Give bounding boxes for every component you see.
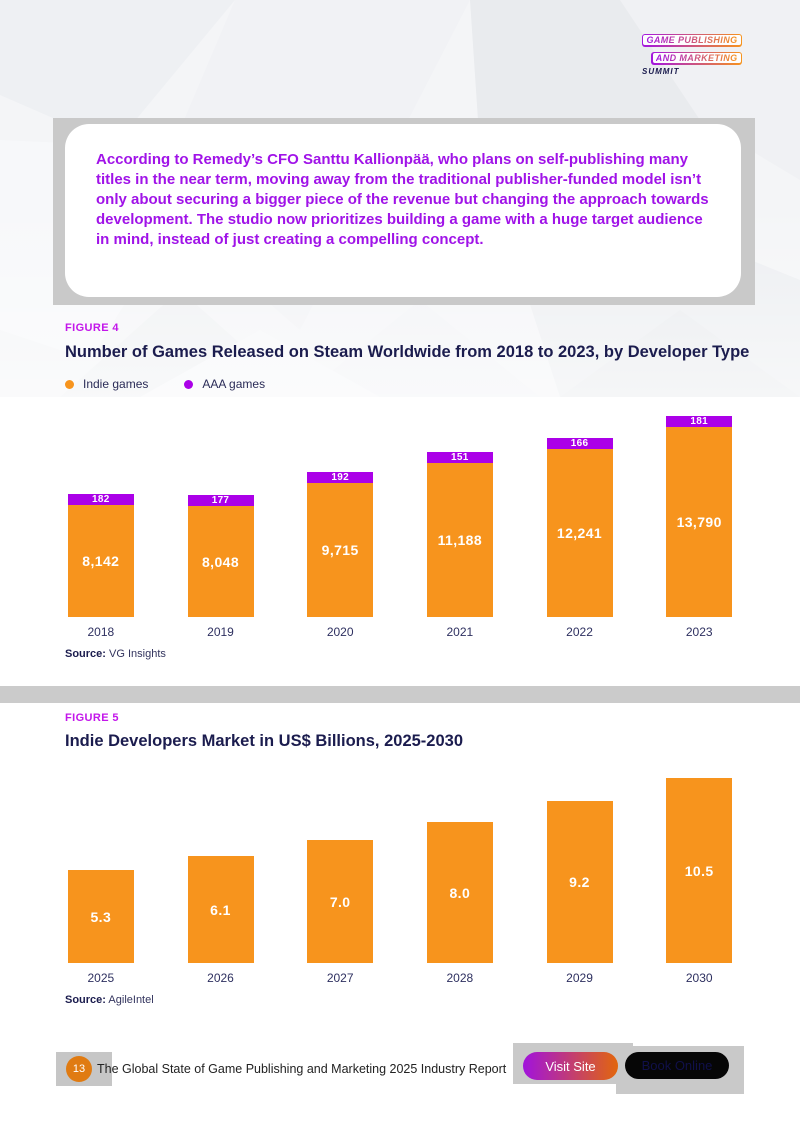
category-label-2022: 2022 <box>566 625 593 639</box>
bar-segment-main-2026: 6.1 <box>187 856 254 963</box>
figure4-chart: 182 8,142 2018 177 8,048 2019 192 9,715 2020 151 1… <box>41 400 759 647</box>
bar-2030: 10.5 <box>666 778 733 963</box>
bar-2027: 7.0 <box>307 840 374 963</box>
bar-slot-2018: 182 8,142 2018 <box>41 400 161 647</box>
bar-segment-aaa-2019: 177 <box>187 495 254 506</box>
bar-2028: 8.0 <box>426 822 493 963</box>
figure5-title: Indie Developers Market in US$ Billions,… <box>65 732 463 750</box>
bar-segment-aaa-2023: 181 <box>666 416 733 427</box>
bar-segment-main-2019: 8,048 <box>187 506 254 617</box>
bar-slot-2022: 166 12,241 2022 <box>520 400 640 647</box>
bar-slot-2029: 9.2 2029 <box>520 748 640 993</box>
bar-slot-2027: 7.0 2027 <box>280 748 400 993</box>
category-label-2020: 2020 <box>326 625 354 639</box>
bar-segment-aaa-2022: 166 <box>546 438 613 449</box>
book-online-button[interactable]: Book Online <box>625 1052 729 1079</box>
legend-dot-icon <box>65 379 74 389</box>
figure4-label: FIGURE 4 <box>65 322 119 334</box>
legend-item-label: Indie games <box>83 377 149 391</box>
category-label-2025: 2025 <box>87 971 115 985</box>
figure5-source-label: Source: <box>65 994 106 1006</box>
category-label-2028: 2028 <box>446 971 474 985</box>
bar-segment-main-2030: 10.5 <box>666 778 733 963</box>
bar-2025: 5.3 <box>67 870 134 963</box>
category-label-2021: 2021 <box>446 625 474 639</box>
bar-segment-main-2027: 7.0 <box>307 840 374 963</box>
bar-2026: 6.1 <box>187 856 254 963</box>
bar-segment-main-2018: 8,142 <box>67 505 134 617</box>
bar-2022: 166 12,241 <box>546 438 613 617</box>
logo-line-1: GAME PUBLISHING <box>641 33 742 47</box>
bar-slot-2026: 6.1 2026 <box>161 748 281 993</box>
bar-2018: 182 8,142 <box>67 494 134 617</box>
category-label-2019: 2019 <box>207 625 234 639</box>
bar-slot-2025: 5.3 2025 <box>41 748 161 993</box>
summit-logo: GAME PUBLISHING AND MARKETING SUMMIT <box>641 30 742 76</box>
bar-2019: 177 8,048 <box>187 495 254 617</box>
bar-2023: 181 13,790 <box>666 416 733 617</box>
logo-summit-text: SUMMIT <box>641 67 680 76</box>
category-label-2029: 2029 <box>566 971 593 985</box>
category-label-2026: 2026 <box>207 971 234 985</box>
legend-item-0: Indie games <box>65 377 148 391</box>
figure5-source-value: AgileIntel <box>108 994 154 1006</box>
figure4-source-value: VG Insights <box>109 648 166 660</box>
legend-dot-icon <box>184 379 194 389</box>
footer-report-title: The Global State of Game Publishing and … <box>97 1062 507 1076</box>
figure5-chart: 5.3 2025 6.1 2026 7.0 2027 8.0 2028 9.2 2029 10.5 2… <box>41 748 759 993</box>
bar-slot-2030: 10.5 2030 <box>639 748 759 993</box>
figure4-source-label: Source: <box>65 648 106 660</box>
figure5-label: FIGURE 5 <box>65 712 119 724</box>
bar-segment-main-2029: 9.2 <box>546 801 613 963</box>
figure4-title: Number of Games Released on Steam Worldw… <box>65 343 750 361</box>
bar-segment-aaa-2021: 151 <box>426 452 493 463</box>
bar-slot-2021: 151 11,188 2021 <box>400 400 520 647</box>
bar-segment-aaa-2018: 182 <box>67 494 134 505</box>
figure4-legend: Indie games AAA games <box>65 377 265 391</box>
quote-text: According to Remedy’s CFO Santtu Kallion… <box>96 151 709 248</box>
quote-box: According to Remedy’s CFO Santtu Kallion… <box>65 124 741 297</box>
bar-2029: 9.2 <box>546 801 613 963</box>
figure4-source: Source: VG Insights <box>65 648 166 660</box>
bar-segment-main-2022: 12,241 <box>546 449 613 617</box>
bar-segment-main-2021: 11,188 <box>426 463 493 617</box>
category-label-2023: 2023 <box>685 625 713 639</box>
logo-line-2: AND MARKETING <box>651 51 742 65</box>
category-label-2030: 2030 <box>685 971 713 985</box>
bar-slot-2019: 177 8,048 2019 <box>161 400 281 647</box>
legend-item-1: AAA games <box>184 377 265 391</box>
legend-item-label: AAA games <box>202 377 266 391</box>
bar-slot-2023: 181 13,790 2023 <box>639 400 759 647</box>
bar-segment-main-2028: 8.0 <box>426 822 493 963</box>
bar-segment-main-2025: 5.3 <box>67 870 134 963</box>
bar-segment-main-2023: 13,790 <box>666 427 733 617</box>
bar-segment-main-2020: 9,715 <box>307 483 374 617</box>
category-label-2018: 2018 <box>87 625 115 639</box>
bar-2020: 192 9,715 <box>307 472 374 617</box>
footer-page-number: 13 <box>66 1056 92 1082</box>
section-divider <box>0 686 800 703</box>
figure5-source: Source: AgileIntel <box>65 994 154 1006</box>
bar-segment-aaa-2020: 192 <box>307 472 374 483</box>
visit-site-button[interactable]: Visit Site <box>523 1052 618 1080</box>
bar-slot-2020: 192 9,715 2020 <box>280 400 400 647</box>
bar-2021: 151 11,188 <box>426 452 493 617</box>
category-label-2027: 2027 <box>326 971 354 985</box>
bar-slot-2028: 8.0 2028 <box>400 748 520 993</box>
